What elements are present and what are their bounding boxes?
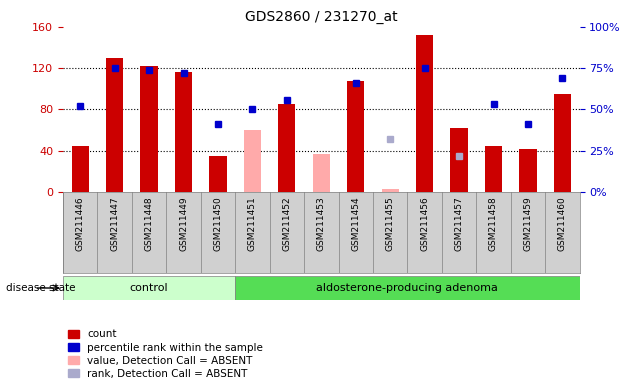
Text: GSM211448: GSM211448 [145,196,154,251]
Bar [450,128,467,192]
Text: GSM211450: GSM211450 [214,196,222,251]
Bar [72,146,89,192]
Text: disease state: disease state [6,283,76,293]
Bar [382,189,399,192]
Legend: count, percentile rank within the sample, value, Detection Call = ABSENT, rank, : count, percentile rank within the sample… [68,329,263,379]
Text: GSM211453: GSM211453 [317,196,326,251]
Bar [140,66,158,192]
Title: GDS2860 / 231270_at: GDS2860 / 231270_at [245,10,398,25]
Bar [63,276,235,300]
Text: control: control [130,283,168,293]
Bar [416,35,433,192]
Bar [106,58,123,192]
Text: GSM211451: GSM211451 [248,196,257,251]
Bar [519,149,537,192]
Text: GSM211449: GSM211449 [179,196,188,251]
Text: GSM211455: GSM211455 [386,196,394,251]
Bar [244,130,261,192]
Bar [312,154,330,192]
Text: GSM211459: GSM211459 [524,196,532,251]
Bar [235,276,580,300]
Text: GSM211452: GSM211452 [282,196,291,251]
Bar [485,146,502,192]
Text: aldosterone-producing adenoma: aldosterone-producing adenoma [316,283,498,293]
Text: GSM211447: GSM211447 [110,196,119,251]
Text: GSM211446: GSM211446 [76,196,84,251]
Text: GSM211458: GSM211458 [489,196,498,251]
Bar [554,94,571,192]
Text: GSM211460: GSM211460 [558,196,567,251]
Bar [347,81,364,192]
Bar [278,104,295,192]
Bar [175,72,192,192]
Bar [209,156,227,192]
Text: GSM211457: GSM211457 [455,196,464,251]
Text: GSM211456: GSM211456 [420,196,429,251]
Text: GSM211454: GSM211454 [352,196,360,251]
